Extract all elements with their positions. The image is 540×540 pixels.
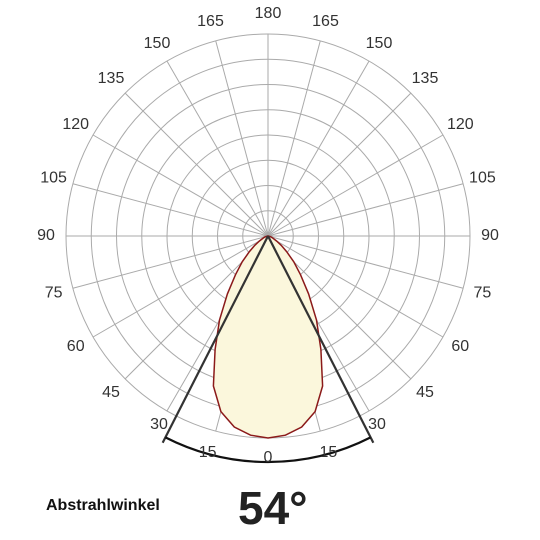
grid-spoke (267, 40, 321, 237)
angle-labels: 0 15 30 45 60 75 90 105 120 135 150 165 180 165 150 135… (37, 5, 499, 466)
grid-spoke (92, 235, 269, 338)
beam-angle-value: 54° (238, 482, 308, 534)
grid-spoke (72, 235, 269, 289)
grid-spoke (267, 134, 444, 237)
angle-label: 120 (62, 116, 89, 133)
angle-label: 75 (474, 285, 492, 302)
curve-layer (212, 235, 324, 439)
angle-label: 105 (469, 170, 496, 187)
angle-label: 90 (481, 227, 499, 244)
angle-label: 15 (320, 444, 338, 461)
beam-arc (164, 436, 372, 464)
angle-label: 135 (412, 70, 439, 87)
grid-spoke (267, 235, 464, 289)
grid-spoke (267, 235, 444, 338)
angle-label: 45 (102, 384, 120, 401)
grid-spoke (72, 183, 269, 237)
grid-spoke (267, 92, 412, 237)
grid-spoke (215, 40, 269, 237)
angle-label: 105 (40, 170, 67, 187)
angle-label: 165 (197, 13, 224, 30)
angle-label: 180 (255, 5, 282, 22)
angle-label: 150 (366, 35, 393, 52)
beam-line-right (267, 235, 375, 444)
angle-label: 30 (368, 416, 386, 433)
beam-layer (161, 235, 375, 464)
grid-spoke (267, 60, 370, 237)
angle-label: 90 (37, 227, 55, 244)
angle-label: 150 (144, 35, 171, 52)
angle-label: 60 (67, 338, 85, 355)
intensity-curve (212, 235, 324, 439)
angle-label: 45 (416, 384, 434, 401)
grid-spoke (124, 92, 269, 237)
grid-spoke (166, 60, 269, 237)
grid-spoke (267, 183, 464, 237)
angle-label: 15 (199, 444, 217, 461)
beam-angle-caption: Abstrahlwinkel (46, 497, 160, 514)
beam-line-left (161, 235, 269, 444)
angle-label: 165 (312, 13, 339, 30)
grid-spoke (92, 134, 269, 237)
angle-label: 75 (45, 285, 63, 302)
angle-label: 135 (98, 70, 125, 87)
angle-label: 120 (447, 116, 474, 133)
angle-label: 30 (150, 416, 168, 433)
angle-label: 60 (451, 338, 469, 355)
angle-label: 0 (264, 449, 273, 466)
